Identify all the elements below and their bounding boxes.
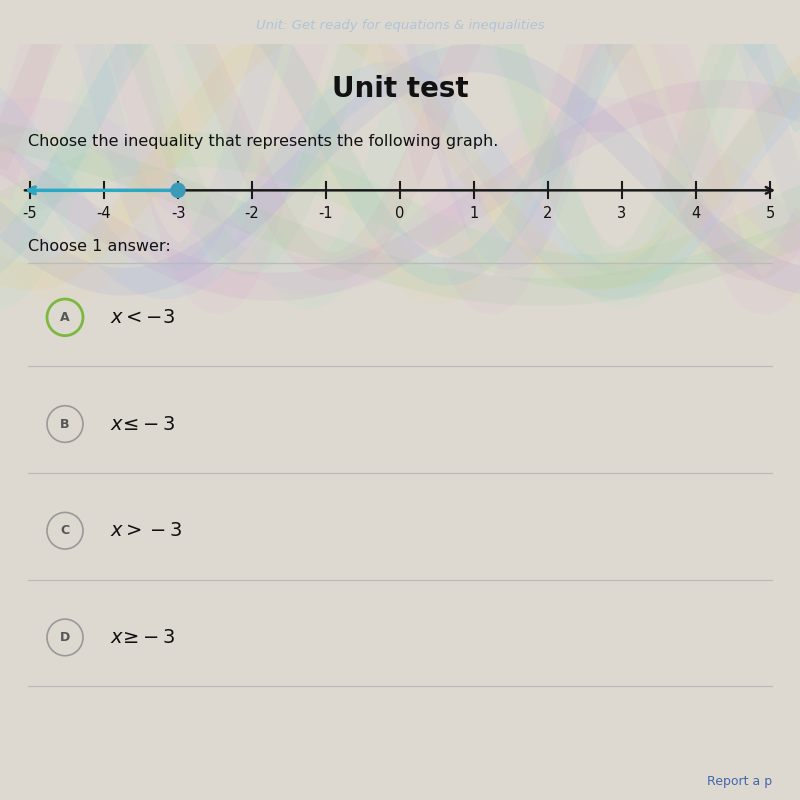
Text: D: D: [60, 631, 70, 644]
Text: -4: -4: [97, 206, 111, 221]
Text: -2: -2: [245, 206, 259, 221]
Text: 5: 5: [766, 206, 774, 221]
Text: $x  ≤ -3$: $x ≤ -3$: [110, 414, 175, 434]
Text: $x  > -3$: $x > -3$: [110, 522, 182, 540]
Text: C: C: [61, 524, 70, 538]
Text: Unit: Get ready for equations & inequalities: Unit: Get ready for equations & inequali…: [256, 19, 544, 32]
Text: 3: 3: [618, 206, 626, 221]
Text: 2: 2: [543, 206, 553, 221]
Text: -5: -5: [22, 206, 38, 221]
Text: Report a p: Report a p: [707, 775, 772, 788]
Text: B: B: [60, 418, 70, 430]
Text: 0: 0: [395, 206, 405, 221]
Text: $x  < -3$: $x < -3$: [110, 308, 175, 327]
Text: -1: -1: [318, 206, 334, 221]
Text: Choose 1 answer:: Choose 1 answer:: [28, 238, 170, 254]
Text: 4: 4: [691, 206, 701, 221]
Circle shape: [171, 183, 185, 198]
Text: Unit test: Unit test: [332, 74, 468, 102]
Text: Choose the inequality that represents the following graph.: Choose the inequality that represents th…: [28, 134, 498, 149]
Text: $x  ≥ -3$: $x ≥ -3$: [110, 628, 175, 647]
Text: -3: -3: [170, 206, 186, 221]
Text: 1: 1: [470, 206, 478, 221]
Text: A: A: [60, 311, 70, 324]
